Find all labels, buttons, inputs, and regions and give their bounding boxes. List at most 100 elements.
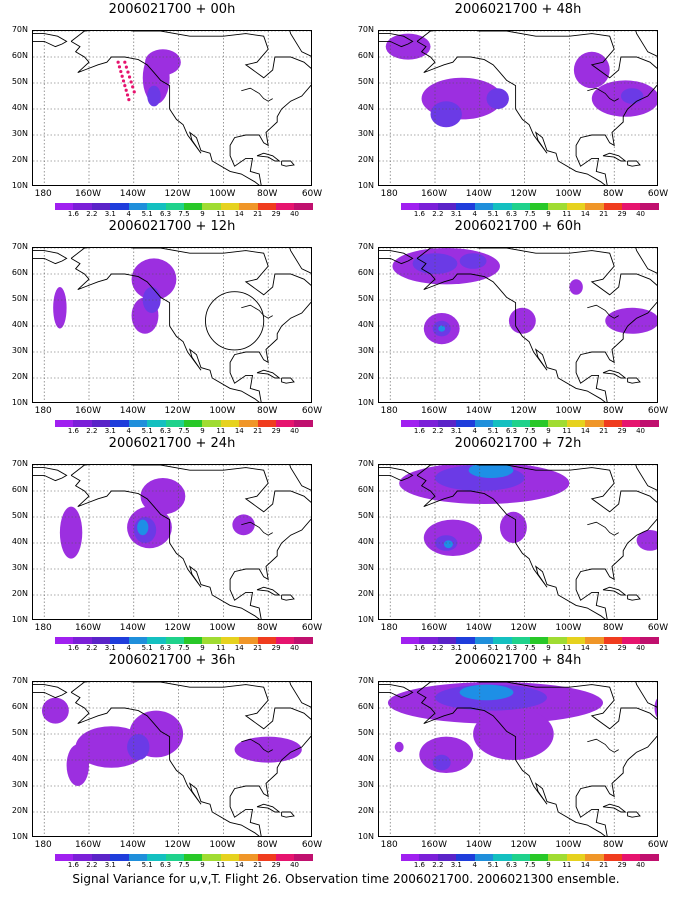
- lat-tick-label: 50N: [357, 294, 374, 303]
- coastline: [635, 465, 657, 491]
- observation-point: [126, 70, 130, 74]
- lat-tick-label: 40N: [357, 537, 374, 546]
- lat-tick-label: 70N: [357, 242, 374, 251]
- colorbar: [401, 203, 659, 210]
- colorbar-label: 7.5: [524, 427, 536, 435]
- colorbar-label: 2.2: [86, 427, 98, 435]
- lat-tick-label: 30N: [11, 780, 28, 789]
- variance-shading: [438, 325, 446, 332]
- observation-point: [124, 65, 129, 69]
- lon-tick-label: 160W: [74, 189, 102, 199]
- colorbar-label: 9: [200, 210, 205, 218]
- colorbar: [55, 637, 313, 644]
- colorbar-label: 40: [636, 427, 646, 435]
- panel-title: 2006021700 + 72h: [454, 436, 582, 451]
- lon-tick-label: 60W: [301, 406, 323, 416]
- map-panel-48h: 2006021700 + 48h 70N 60N 50N 40N 30N 20N 10N 180…: [346, 0, 692, 218]
- colorbar-swatch: [603, 637, 623, 644]
- lon-tick-label: 100W: [209, 623, 236, 633]
- lon-tick-label: 60W: [647, 189, 669, 199]
- coastline: [416, 465, 657, 619]
- lat-tick-label: 40N: [11, 103, 28, 112]
- colorbar-swatch: [276, 420, 295, 427]
- coastline: [416, 248, 657, 402]
- lon-tick-label: 80W: [257, 623, 278, 633]
- colorbar-swatch: [239, 854, 258, 861]
- lake-outline: [587, 87, 619, 102]
- lon-tick-label: 120W: [164, 406, 191, 416]
- colorbar-swatch: [128, 203, 148, 210]
- observation-point: [127, 75, 132, 79]
- lon-tick-label: 180: [380, 189, 398, 199]
- lon-tick-label: 140W: [465, 623, 492, 633]
- lon-tick-label: 120W: [510, 189, 537, 199]
- coastline: [281, 811, 295, 818]
- coastline: [416, 692, 606, 836]
- observation-point: [121, 79, 126, 83]
- variance-shading: [499, 511, 527, 543]
- lat-tick-label: 40N: [357, 103, 374, 112]
- map-canvas: [379, 31, 657, 185]
- colorbar-swatch: [202, 854, 221, 861]
- colorbar: [55, 203, 313, 210]
- colorbar-label: 6.3: [159, 644, 172, 652]
- variance-shading: [468, 465, 514, 478]
- colorbar-label: 14: [234, 427, 244, 435]
- colorbar-swatch: [91, 854, 111, 861]
- lat-tick-label: 50N: [11, 77, 28, 86]
- colorbar-swatch: [437, 203, 457, 210]
- coastline: [33, 250, 68, 265]
- colorbar-swatch: [55, 637, 74, 644]
- colorbar-swatch: [585, 203, 604, 210]
- colorbar-swatch: [73, 854, 92, 861]
- colorbar: [401, 637, 659, 644]
- lake-outline: [241, 521, 273, 536]
- variance-shading: [605, 307, 657, 334]
- lat-tick-label: 10N: [11, 398, 28, 407]
- colorbar-swatch: [91, 637, 111, 644]
- coastline: [70, 682, 311, 836]
- colorbar-swatch: [183, 854, 203, 861]
- colorbar-label: 7.5: [178, 861, 190, 869]
- coastline: [627, 377, 641, 384]
- lat-tick-label: 60N: [357, 702, 374, 711]
- colorbar-label: 4: [472, 427, 477, 435]
- colorbar-label: 14: [580, 210, 590, 218]
- map-panel-84h: 2006021700 + 84h 70N 60N 50N 40N 30N 20N 10N 180…: [346, 651, 692, 869]
- map-panel-36h: 2006021700 + 36h 70N 60N 50N 40N 30N 20N 10N 180…: [0, 651, 346, 869]
- coastline: [281, 160, 295, 167]
- colorbar-swatch: [110, 420, 129, 427]
- observation-point: [116, 60, 120, 64]
- colorbar-swatch: [456, 420, 475, 427]
- colorbar-swatch: [294, 637, 313, 644]
- colorbar-swatch: [239, 637, 258, 644]
- lat-tick-label: 10N: [357, 398, 374, 407]
- colorbar-swatch: [603, 203, 623, 210]
- colorbar-swatch: [183, 637, 203, 644]
- colorbar-swatch: [419, 420, 438, 427]
- observation-point: [124, 88, 128, 92]
- colorbar-swatch: [183, 203, 203, 210]
- observation-point: [119, 69, 123, 74]
- colorbar-label: 1.6: [67, 210, 79, 218]
- colorbar-swatch: [511, 203, 530, 210]
- colorbar-swatch: [55, 420, 74, 427]
- colorbar: [55, 420, 313, 427]
- lat-tick-label: 10N: [11, 181, 28, 190]
- observation-point: [125, 93, 130, 97]
- coastline: [256, 369, 281, 379]
- colorbar-swatch: [622, 854, 641, 861]
- colorbar-swatch: [91, 203, 111, 210]
- colorbar-swatch: [401, 637, 420, 644]
- lat-tick-label: 60N: [357, 51, 374, 60]
- coastline: [379, 467, 414, 482]
- lat-tick-label: 10N: [357, 181, 374, 190]
- lon-tick-label: 140W: [119, 840, 146, 850]
- colorbar-label: 21: [253, 427, 263, 435]
- colorbar-label: 9: [200, 427, 205, 435]
- coastline: [33, 467, 68, 482]
- colorbar-label: 3.1: [104, 861, 116, 869]
- lon-tick-label: 180: [34, 840, 52, 850]
- lon-tick-label: 120W: [510, 623, 537, 633]
- panel-title: 2006021700 + 24h: [108, 436, 236, 451]
